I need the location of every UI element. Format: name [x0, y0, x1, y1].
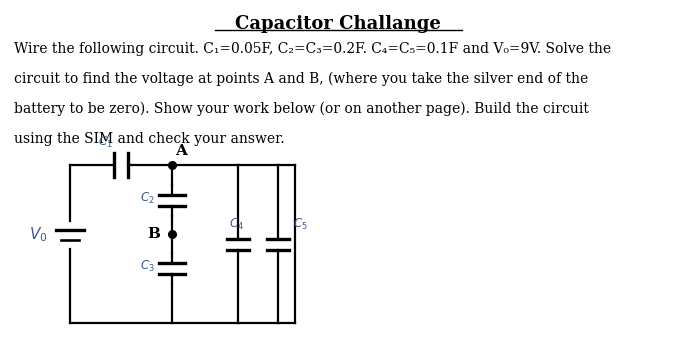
Text: $C_5$: $C_5$: [293, 216, 308, 232]
Text: $C_1$: $C_1$: [99, 135, 113, 150]
Text: battery to be zero). Show your work below (or on another page). Build the circui: battery to be zero). Show your work belo…: [14, 102, 589, 116]
Text: B: B: [147, 227, 160, 241]
Text: A: A: [175, 144, 187, 158]
Text: $C_4$: $C_4$: [229, 216, 244, 232]
Text: Capacitor Challange: Capacitor Challange: [235, 15, 440, 33]
Text: circuit to find the voltage at points A and B, (where you take the silver end of: circuit to find the voltage at points A …: [14, 72, 588, 86]
Text: $C_2$: $C_2$: [140, 190, 155, 206]
Text: $V_0$: $V_0$: [30, 226, 48, 244]
Text: using the SIM and check your answer.: using the SIM and check your answer.: [14, 132, 285, 146]
Text: Wire the following circuit. C₁=0.05F, C₂=C₃=0.2F. C₄=C₅=0.1F and V₀=9V. Solve th: Wire the following circuit. C₁=0.05F, C₂…: [14, 42, 611, 56]
Text: $C_3$: $C_3$: [140, 258, 155, 274]
